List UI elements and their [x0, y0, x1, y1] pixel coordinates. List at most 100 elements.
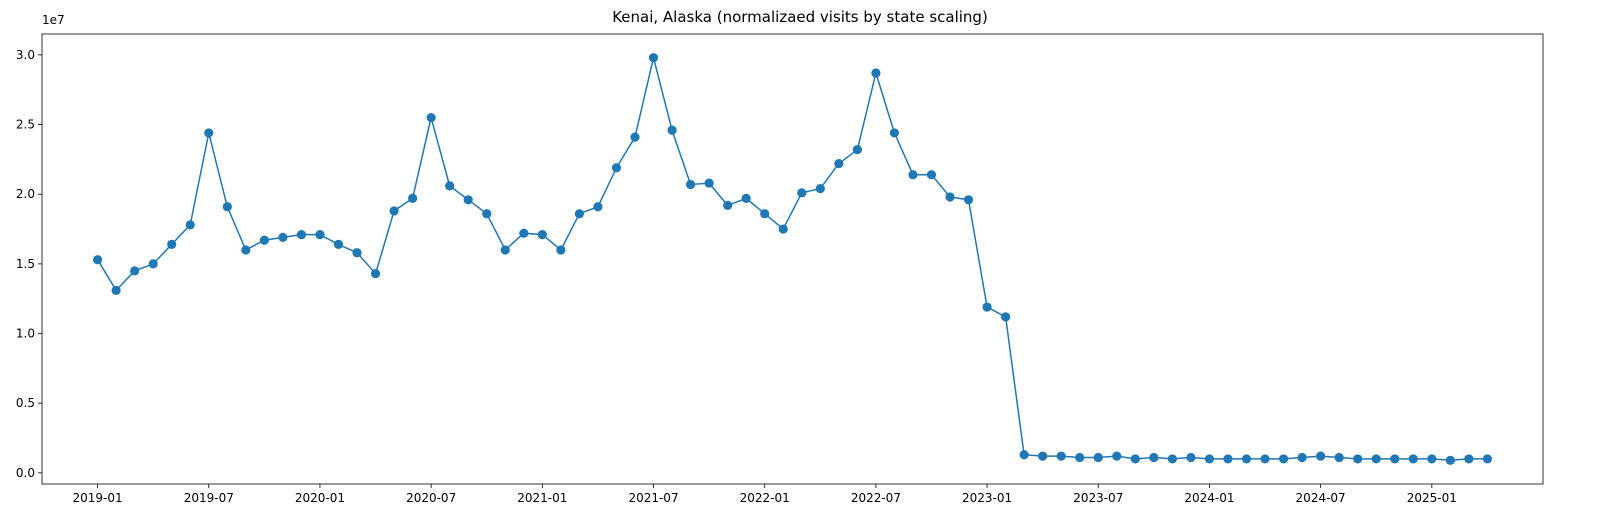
- data-point: [1149, 452, 1159, 463]
- data-point: [389, 206, 399, 216]
- data-point: [1241, 454, 1252, 464]
- data-point: [1464, 454, 1474, 464]
- data-point: [630, 132, 640, 142]
- data-point: [537, 230, 547, 240]
- x-tick-label: 2022-01: [740, 491, 790, 505]
- data-point: [667, 125, 677, 135]
- data-point: [1260, 454, 1270, 464]
- data-point: [426, 112, 436, 123]
- data-point: [926, 170, 937, 180]
- data-point: [1334, 452, 1344, 463]
- data-point: [1371, 454, 1381, 464]
- x-tick-label: 2020-07: [406, 491, 456, 505]
- data-point: [259, 235, 269, 245]
- y-tick-label: 2.0: [16, 187, 35, 201]
- data-point: [760, 209, 770, 219]
- data-point: [296, 230, 307, 240]
- data-point: [556, 245, 566, 255]
- x-tick-label: 2024-07: [1296, 491, 1346, 505]
- data-point: [1075, 452, 1085, 463]
- x-tick-label: 2023-01: [962, 491, 1012, 505]
- x-tick-label: 2021-01: [517, 491, 567, 505]
- x-axis: 2019-01 2019-07 2020-01 2020-07 2021-01 2021-…: [73, 484, 1457, 505]
- data-point: [1093, 452, 1103, 463]
- data-points: [92, 53, 1493, 465]
- data-point: [1408, 454, 1418, 464]
- series-line: [96, 57, 1488, 462]
- data-point: [797, 188, 807, 198]
- data-point: [333, 239, 344, 249]
- y-tick-label: 1.5: [16, 257, 35, 271]
- data-point: [130, 266, 140, 276]
- data-point: [982, 302, 992, 312]
- x-tick-label: 2022-07: [851, 491, 901, 505]
- data-point: [92, 255, 103, 265]
- y-tick-label: 0.5: [16, 396, 35, 410]
- data-point: [1038, 451, 1048, 461]
- data-point: [574, 209, 584, 219]
- y-axis-offset-label: 1e7: [42, 13, 65, 27]
- y-tick-label: 1.0: [16, 327, 35, 341]
- x-tick-label: 2019-07: [184, 491, 234, 505]
- data-point: [278, 232, 288, 243]
- axes: [41, 33, 1544, 485]
- data-point: [1186, 452, 1196, 463]
- data-point: [1353, 454, 1363, 464]
- data-point: [852, 145, 862, 155]
- data-point: [1112, 451, 1122, 461]
- data-point: [1167, 454, 1177, 464]
- data-point: [1223, 454, 1233, 464]
- data-point: [408, 193, 418, 203]
- data-point: [500, 245, 510, 255]
- data-point: [1445, 455, 1455, 465]
- data-point: [1316, 451, 1326, 461]
- y-tick-label: 2.5: [16, 118, 35, 132]
- data-point: [222, 202, 232, 212]
- data-point: [834, 158, 844, 169]
- data-point: [167, 239, 177, 249]
- data-point: [445, 181, 455, 191]
- x-tick-label: 2025-01: [1407, 491, 1457, 505]
- x-tick-label: 2024-01: [1184, 491, 1234, 505]
- y-axis: 0.0 0.5 1.0 1.5 2.0 2.5 3.0: [16, 48, 42, 480]
- data-point: [370, 269, 381, 279]
- data-point: [1204, 454, 1215, 464]
- data-point: [1001, 312, 1011, 322]
- data-point: [778, 224, 788, 234]
- data-point: [1130, 454, 1140, 464]
- data-point: [241, 245, 251, 255]
- data-point: [908, 170, 918, 180]
- data-point: [648, 53, 659, 63]
- data-point: [1278, 454, 1289, 464]
- data-point: [1482, 454, 1493, 464]
- x-tick-label: 2019-01: [73, 491, 123, 505]
- y-tick-label: 3.0: [16, 48, 35, 62]
- chart-title: Kenai, Alaska (normalizaed visits by sta…: [612, 8, 988, 26]
- data-point: [611, 163, 622, 173]
- data-point: [204, 128, 214, 138]
- data-point: [519, 228, 529, 238]
- data-point: [723, 200, 733, 210]
- data-point: [593, 202, 603, 212]
- data-point: [111, 285, 121, 295]
- data-point: [945, 192, 955, 202]
- data-point: [889, 128, 900, 138]
- data-point: [148, 259, 158, 269]
- data-point: [185, 220, 195, 230]
- data-point: [871, 68, 881, 78]
- y-tick-label: 0.0: [16, 466, 35, 480]
- data-point: [1297, 452, 1307, 463]
- x-tick-label: 2020-01: [295, 491, 345, 505]
- x-tick-label: 2023-07: [1073, 491, 1123, 505]
- data-point: [963, 195, 974, 205]
- data-point: [1019, 450, 1029, 460]
- data-point: [352, 248, 362, 258]
- data-point: [1427, 454, 1437, 464]
- data-point: [463, 195, 473, 205]
- data-point: [704, 178, 714, 188]
- data-point: [315, 230, 325, 240]
- data-point: [1056, 451, 1066, 461]
- data-point: [482, 209, 492, 219]
- data-point: [685, 179, 696, 190]
- x-tick-label: 2021-07: [628, 491, 678, 505]
